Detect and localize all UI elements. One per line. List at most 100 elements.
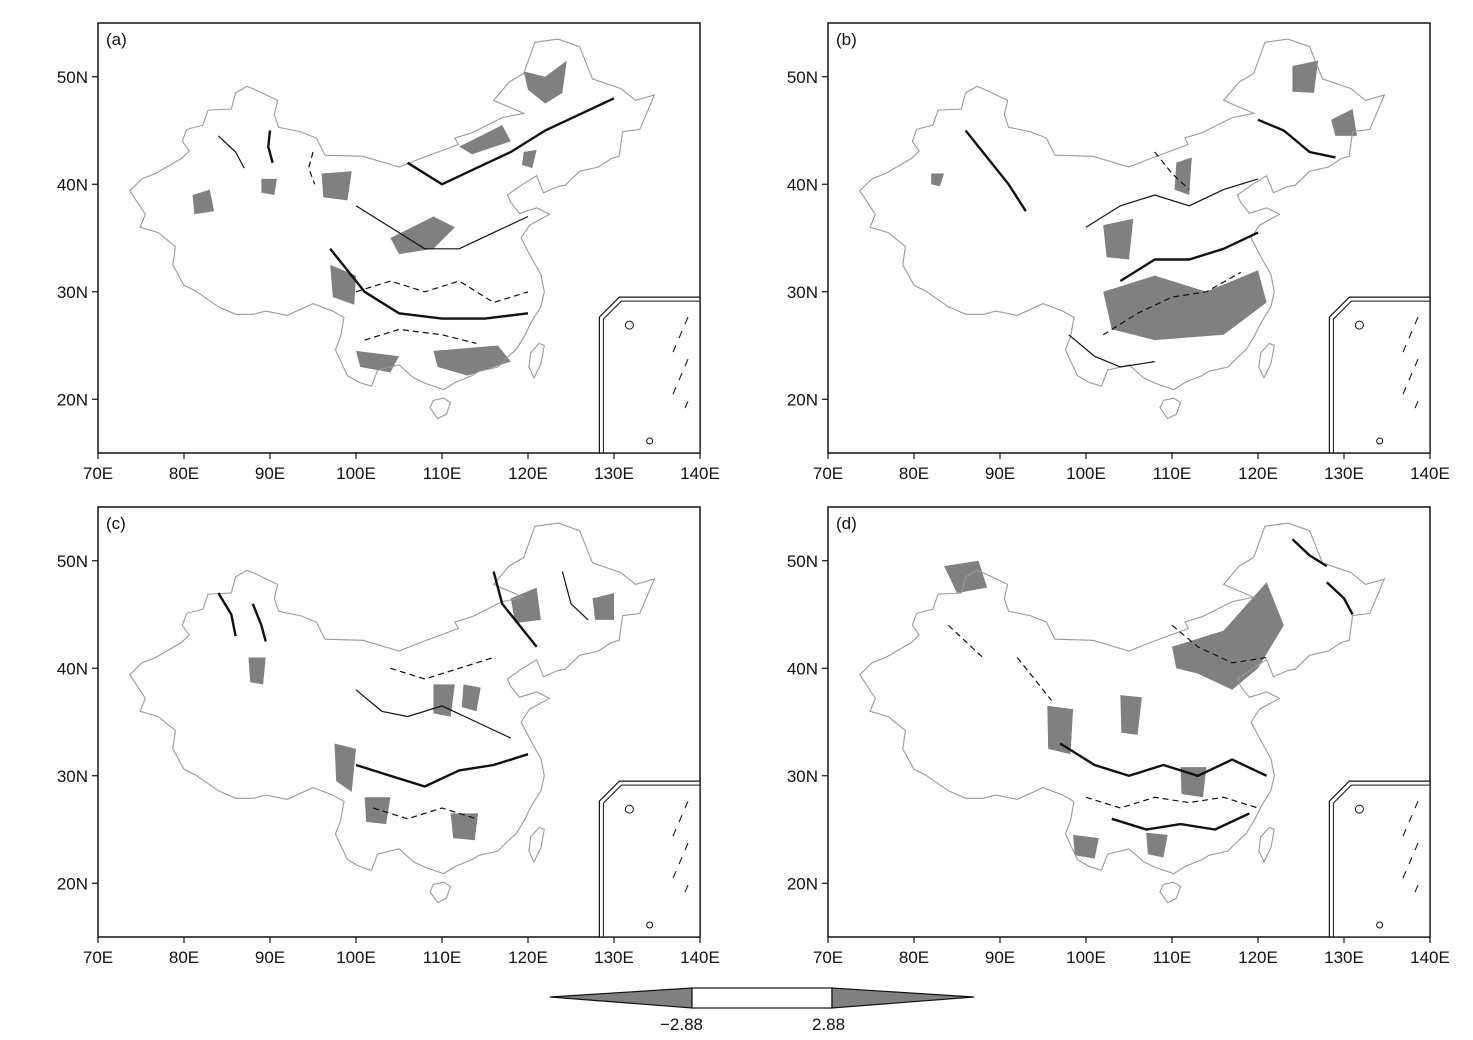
- x-tick-label: 80E: [169, 948, 199, 967]
- y-tick-label: 50N: [57, 552, 88, 571]
- contour-line: [1085, 178, 1259, 228]
- contour-line: [1059, 742, 1268, 778]
- taiwan-border: [528, 342, 545, 380]
- inset-boundary-dash: [672, 870, 677, 879]
- x-tick-label: 140E: [680, 464, 720, 483]
- map-svg: (c) 70E 80E 90E 100E 110E 120E 130E 140E 50N 40N 30…: [57, 506, 720, 967]
- contour-line: [217, 135, 245, 169]
- inset-boundary-dash: [1408, 330, 1413, 339]
- inset-boundary-dash: [684, 800, 689, 809]
- inset-inner-frame: [1332, 300, 1430, 453]
- contour-line: [1171, 624, 1267, 664]
- colorbar-middle-box: [691, 987, 833, 1009]
- x-tick-label: 110E: [423, 948, 461, 967]
- contour-line: [373, 807, 477, 820]
- significance-shade: [1172, 582, 1284, 690]
- x-tick-label: 80E: [899, 464, 929, 483]
- significance-shade: [1174, 157, 1192, 195]
- significance-shade: [461, 684, 481, 712]
- significance-shade: [1073, 834, 1099, 859]
- map-svg: (b) 70E 80E 90E 100E 110E 120E 130E 140E 50N 40N 30…: [787, 22, 1450, 483]
- map-panel-a: (a) 70E 80E 90E 100E 110E 120E 130E 140E 50N 40N 30…: [30, 18, 720, 488]
- x-tick-label: 100E: [1066, 464, 1106, 483]
- hainan-border: [1159, 397, 1182, 420]
- x-tick-label: 90E: [985, 464, 1015, 483]
- x-tick-label: 130E: [1324, 948, 1364, 967]
- inset-boundary-dash: [1408, 372, 1413, 381]
- country-border: [859, 522, 1386, 875]
- x-tick-label: 90E: [985, 948, 1015, 967]
- panel-label: (b): [836, 30, 857, 49]
- contour-line: [1068, 334, 1155, 368]
- x-tick-label: 120E: [508, 948, 548, 967]
- contour-line: [217, 592, 237, 637]
- inset-island: [1376, 437, 1384, 445]
- inset-boundary-dash: [684, 358, 689, 367]
- significance-shade: [450, 813, 479, 841]
- colorbar: [548, 986, 978, 1012]
- contour-line: [1291, 538, 1328, 568]
- map-content: [129, 38, 656, 420]
- inset-boundary-dash: [1408, 814, 1413, 823]
- y-tick-label: 40N: [57, 175, 88, 194]
- contour-line: [561, 571, 589, 621]
- contour-line: [355, 205, 529, 250]
- hainan-border: [1159, 881, 1182, 904]
- x-tick-label: 90E: [255, 464, 285, 483]
- significance-shade: [1103, 270, 1267, 341]
- colorbar-label-high: 2.88: [812, 1015, 846, 1034]
- contour-line: [329, 248, 529, 320]
- inset-boundary-dash: [1414, 842, 1419, 851]
- inset-boundary-dash: [1402, 386, 1407, 395]
- inset-inner-frame: [1332, 784, 1430, 937]
- inset-boundary-dash: [684, 400, 689, 409]
- colorbar-label-low: −2.88: [660, 1015, 704, 1034]
- significance-shade: [1331, 109, 1357, 136]
- colorbar-graphic: [549, 987, 975, 1009]
- contour-line: [1111, 812, 1250, 831]
- significance-shade: [321, 171, 352, 201]
- x-tick-label: 130E: [1324, 464, 1364, 483]
- contour-line: [390, 656, 494, 680]
- inset-boundary-dash: [1414, 884, 1419, 893]
- contour-line: [251, 603, 267, 642]
- map-panel-d: (d) 70E 80E 90E 100E 110E 120E 130E 140E 50N 40N 30…: [760, 502, 1450, 972]
- inset-island: [624, 804, 634, 814]
- inset-boundary-dash: [1414, 800, 1419, 809]
- inset-boundary-dash: [1414, 400, 1419, 409]
- x-tick-label: 70E: [813, 948, 843, 967]
- y-tick-label: 30N: [787, 283, 818, 302]
- significance-shade: [459, 125, 511, 155]
- country-border: [129, 38, 656, 391]
- inset-boundary-dash: [1408, 856, 1413, 865]
- x-tick-label: 110E: [423, 464, 461, 483]
- contour-line: [1325, 581, 1354, 616]
- contour-line: [1085, 796, 1259, 809]
- inset-island: [646, 437, 654, 445]
- x-tick-label: 140E: [680, 948, 720, 967]
- contour-line: [406, 97, 615, 186]
- significance-shade: [433, 684, 455, 717]
- x-tick-label: 70E: [83, 464, 113, 483]
- hainan-border: [429, 881, 452, 904]
- contour-line: [355, 280, 529, 304]
- panel-label: (d): [836, 514, 857, 533]
- south-china-sea-inset: [598, 780, 701, 938]
- inset-boundary-dash: [672, 344, 677, 353]
- inset-frame: [598, 780, 701, 938]
- x-tick-label: 100E: [336, 464, 376, 483]
- x-tick-label: 90E: [255, 948, 285, 967]
- y-tick-label: 40N: [787, 659, 818, 678]
- significance-shade: [364, 797, 391, 825]
- inset-boundary-dash: [678, 856, 683, 865]
- inset-island: [1354, 320, 1364, 330]
- inset-frame: [1328, 780, 1431, 938]
- south-china-sea-inset: [1328, 296, 1431, 454]
- x-tick-label: 120E: [1238, 464, 1278, 483]
- country-border: [859, 38, 1386, 391]
- inset-inner-frame: [602, 300, 700, 453]
- colorbar-high-triangle: [831, 987, 975, 1009]
- x-tick-label: 140E: [1410, 948, 1450, 967]
- significance-shade: [1047, 705, 1074, 755]
- south-china-sea-inset: [1328, 780, 1431, 938]
